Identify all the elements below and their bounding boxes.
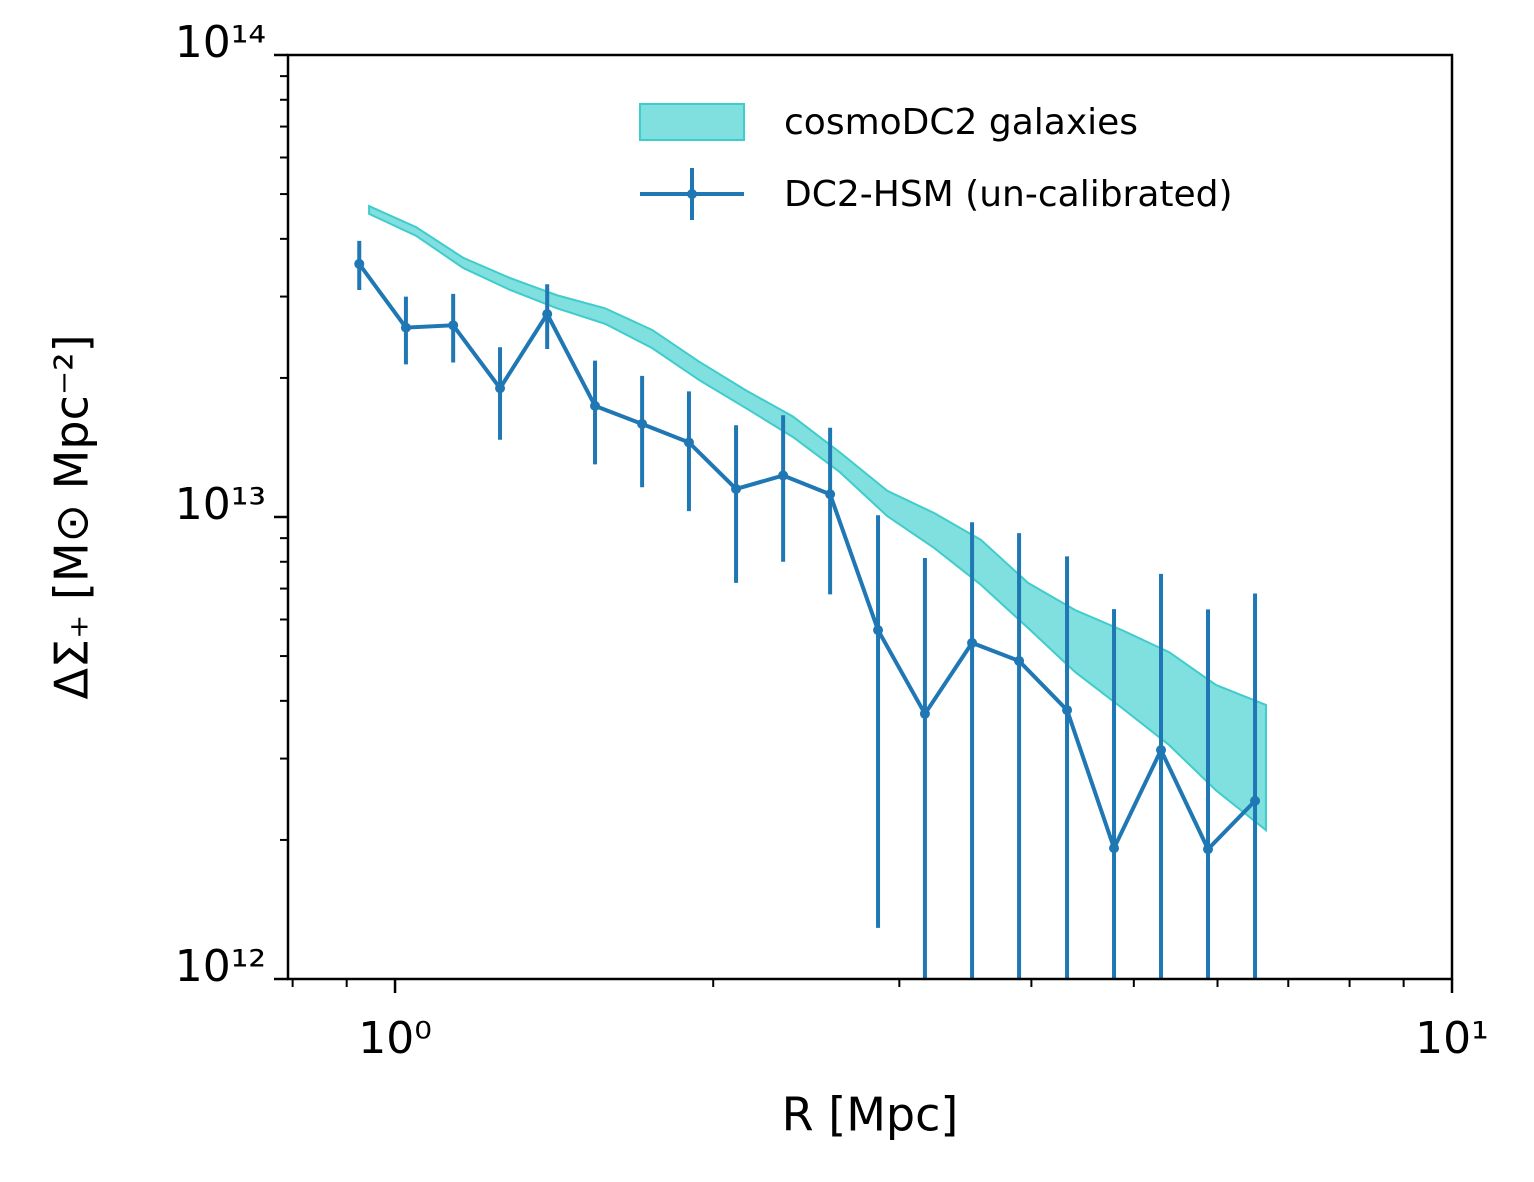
data-point: [825, 489, 836, 500]
y-tick-label: 10¹³: [175, 479, 266, 530]
plot-area: [354, 204, 1267, 979]
x-tick-label: 10¹: [1415, 1013, 1489, 1064]
data-point: [1014, 655, 1025, 666]
band-area: [368, 204, 1267, 833]
data-point: [683, 437, 694, 448]
data-point: [590, 400, 601, 411]
x-tick-label: 10⁰: [358, 1013, 432, 1064]
legend-label: cosmoDC2 galaxies: [784, 102, 1138, 143]
data-point: [778, 470, 789, 481]
legend-swatch: [639, 103, 745, 141]
data-point: [542, 309, 553, 320]
data-point: [637, 418, 648, 429]
data-point: [731, 483, 742, 494]
legend-label: DC2-HSM (un-calibrated): [784, 174, 1233, 215]
data-point: [1156, 745, 1167, 756]
data-point: [919, 708, 930, 719]
y-axis-label: ΔΣ₊ [M⊙ Mpc⁻²]: [45, 334, 99, 699]
data-point: [1250, 795, 1261, 806]
x-axis-label: R [Mpc]: [782, 1088, 959, 1142]
data-point: [448, 320, 459, 331]
data-point: [967, 637, 978, 648]
data-point: [1062, 705, 1073, 716]
data-point: [495, 383, 506, 394]
data-point: [1203, 844, 1214, 855]
data-point: [1109, 843, 1120, 854]
y-tick-label: 10¹²: [175, 941, 266, 992]
data-line: [357, 262, 1257, 854]
data-point: [354, 258, 365, 269]
legend-swatch: [687, 189, 697, 199]
data-point: [400, 322, 411, 333]
y-tick-label: 10¹⁴: [175, 17, 266, 68]
data-point: [873, 625, 884, 636]
